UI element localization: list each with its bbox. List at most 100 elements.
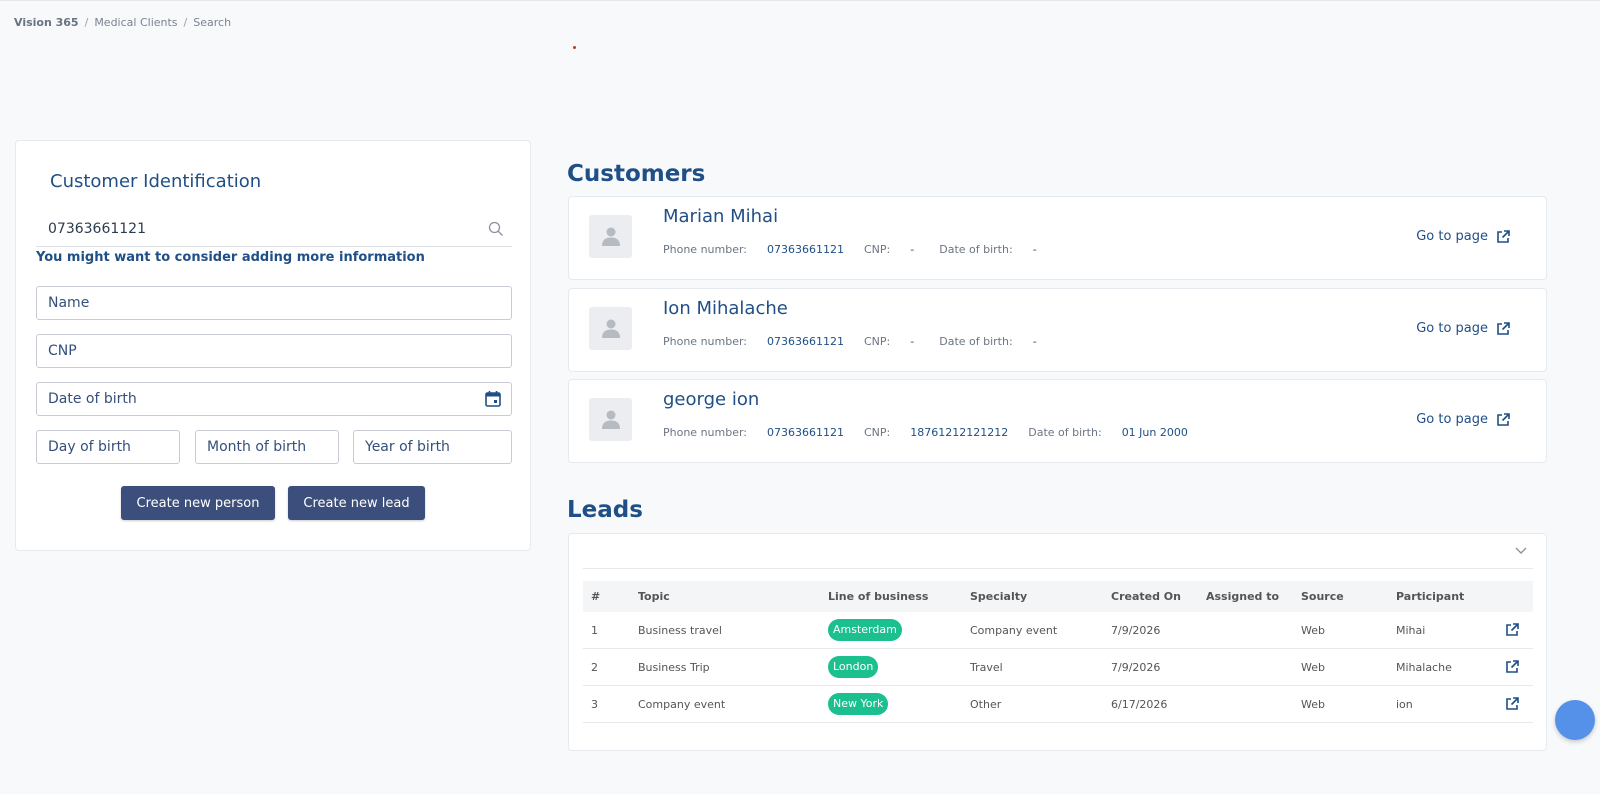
line-of-business-badge: London — [828, 656, 879, 678]
line-of-business-badge: Amsterdam — [828, 619, 902, 641]
go-to-page-link[interactable]: Go to page — [1416, 229, 1510, 244]
external-link-icon — [1497, 229, 1510, 243]
leads-title: Leads — [567, 497, 643, 523]
date-of-birth-field[interactable]: Date of birth — [36, 382, 512, 416]
cell-specialty: Other — [970, 697, 1002, 711]
cell-source: Web — [1301, 623, 1325, 637]
table-row[interactable]: 2 Business Trip London Travel 7/9/2026 W… — [583, 649, 1533, 686]
go-to-page-label: Go to page — [1416, 321, 1488, 336]
avatar — [589, 215, 632, 258]
avatar — [589, 307, 632, 350]
cell-line-of-business: Amsterdam — [828, 612, 902, 648]
search-input[interactable]: 07363661121 — [36, 217, 512, 247]
customer-meta: Phone number: 07363661121 CNP: 187612121… — [663, 426, 1188, 439]
external-link-icon[interactable] — [1505, 660, 1519, 674]
external-link-icon[interactable] — [1505, 623, 1519, 637]
cell-created-on: 6/17/2026 — [1111, 697, 1168, 711]
year-of-birth-field[interactable]: Year of birth — [353, 430, 512, 464]
date-of-birth-placeholder: Date of birth — [48, 391, 137, 407]
dob-value: - — [1032, 335, 1037, 348]
cell-specialty: Travel — [970, 660, 1003, 674]
person-icon — [602, 319, 620, 338]
create-new-person-button[interactable]: Create new person — [121, 486, 275, 520]
external-link-icon — [1497, 412, 1510, 426]
breadcrumb-separator: / — [183, 16, 188, 29]
column-header[interactable]: Line of business — [828, 590, 929, 603]
dob-label: Date of birth: — [1028, 426, 1102, 439]
cell-created-on: 7/9/2026 — [1111, 623, 1161, 637]
cell-topic: Business Trip — [638, 660, 710, 674]
search-input-value[interactable]: 07363661121 — [48, 221, 146, 237]
panel-title: Customer Identification — [50, 171, 262, 192]
person-icon — [602, 410, 620, 429]
dob-label: Date of birth: — [939, 335, 1013, 348]
customer-identification-panel: Customer Identification 07363661121 You … — [15, 140, 531, 551]
cell-line-of-business: London — [828, 649, 879, 685]
go-to-page-link[interactable]: Go to page — [1416, 321, 1510, 336]
cnp-label: CNP: — [864, 426, 891, 439]
column-header[interactable]: Participant — [1396, 590, 1465, 603]
column-header: # — [591, 590, 601, 603]
cnp-value: - — [910, 243, 915, 256]
customer-name[interactable]: Marian Mihai — [663, 206, 779, 227]
customer-name[interactable]: george ion — [663, 389, 760, 410]
phone-label: Phone number: — [663, 335, 748, 348]
day-of-birth-field[interactable]: Day of birth — [36, 430, 180, 464]
customer-meta: Phone number: 07363661121 CNP: - Date of… — [663, 335, 1037, 348]
table-header: # Topic Line of business Specialty Creat… — [583, 581, 1533, 612]
column-header[interactable]: Topic — [638, 590, 670, 603]
column-header[interactable]: Assigned to — [1206, 590, 1280, 603]
cell-number: 1 — [591, 623, 598, 637]
leads-panel: # Topic Line of business Specialty Creat… — [568, 533, 1547, 751]
phone-value: 07363661121 — [767, 335, 844, 348]
leads-toolbar — [583, 534, 1533, 569]
cnp-value: 18761212121212 — [910, 426, 1009, 439]
breadcrumb-root[interactable]: Vision 365 — [14, 16, 79, 29]
column-header[interactable]: Specialty — [970, 590, 1028, 603]
dob-value: 01 Jun 2000 — [1121, 426, 1188, 439]
cnp-field[interactable]: CNP — [36, 334, 512, 368]
customers-title: Customers — [567, 161, 706, 187]
customer-card: Ion Mihalache Phone number: 07363661121 … — [568, 288, 1547, 372]
calendar-icon[interactable] — [484, 390, 502, 408]
cell-participant: ion — [1396, 697, 1413, 711]
cell-participant: Mihalache — [1396, 660, 1452, 674]
external-link-icon[interactable] — [1505, 697, 1519, 711]
cell-line-of-business: New York — [828, 686, 889, 722]
breadcrumb-medical-clients[interactable]: Medical Clients — [94, 16, 178, 29]
line-of-business-badge: New York — [828, 693, 889, 715]
customer-card: george ion Phone number: 07363661121 CNP… — [568, 379, 1547, 463]
table-row[interactable]: 1 Business travel Amsterdam Company even… — [583, 612, 1533, 649]
cnp-value: - — [910, 335, 915, 348]
phone-value: 07363661121 — [767, 426, 844, 439]
breadcrumb: Vision 365 / Medical Clients / Search — [14, 16, 231, 29]
cnp-label: CNP: — [864, 243, 891, 256]
cell-topic: Company event — [638, 697, 726, 711]
cell-specialty: Company event — [970, 623, 1058, 637]
cell-number: 3 — [591, 697, 598, 711]
breadcrumb-search: Search — [193, 16, 232, 29]
month-of-birth-field[interactable]: Month of birth — [195, 430, 339, 464]
create-new-lead-button[interactable]: Create new lead — [288, 486, 425, 520]
go-to-page-link[interactable]: Go to page — [1416, 412, 1510, 427]
go-to-page-label: Go to page — [1416, 229, 1488, 244]
customer-name[interactable]: Ion Mihalache — [663, 298, 788, 319]
breadcrumb-separator: / — [84, 16, 89, 29]
cell-created-on: 7/9/2026 — [1111, 660, 1161, 674]
cell-source: Web — [1301, 697, 1325, 711]
person-icon — [602, 227, 620, 246]
cell-source: Web — [1301, 660, 1325, 674]
avatar — [589, 398, 632, 441]
dob-label: Date of birth: — [939, 243, 1013, 256]
phone-label: Phone number: — [663, 426, 748, 439]
column-header[interactable]: Created On — [1111, 590, 1181, 603]
cell-number: 2 — [591, 660, 598, 674]
dob-value: - — [1032, 243, 1037, 256]
column-header[interactable]: Source — [1301, 590, 1344, 603]
table-row[interactable]: 3 Company event New York Other 6/17/2026… — [583, 686, 1533, 723]
search-icon[interactable] — [488, 221, 504, 237]
cnp-label: CNP: — [864, 335, 891, 348]
floating-action-button[interactable] — [1555, 700, 1595, 740]
name-field[interactable]: Name — [36, 286, 512, 320]
chevron-down-icon[interactable] — [1515, 547, 1527, 555]
